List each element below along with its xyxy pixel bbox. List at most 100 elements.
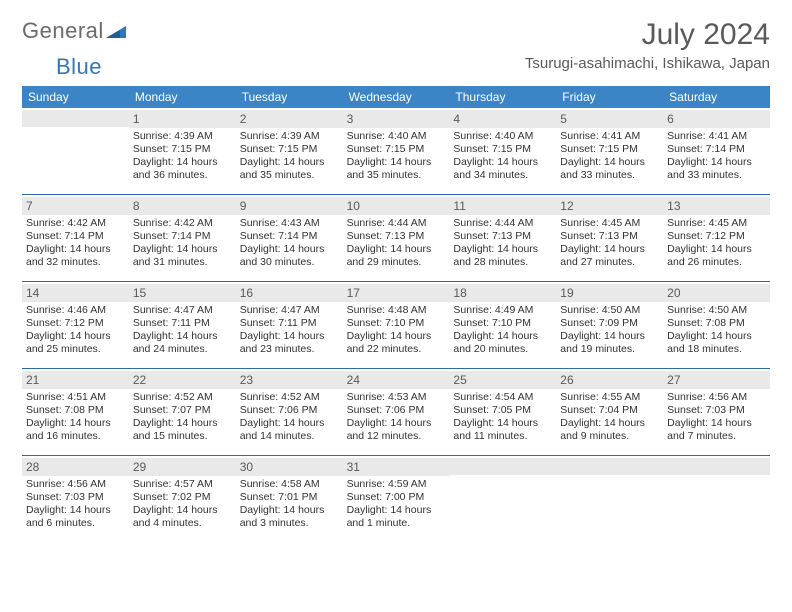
- day-cell: 26Sunrise: 4:55 AMSunset: 7:04 PMDayligh…: [556, 369, 663, 455]
- day-details: Sunrise: 4:44 AMSunset: 7:13 PMDaylight:…: [453, 217, 552, 270]
- day-sr: Sunrise: 4:44 AM: [347, 217, 446, 230]
- day-sr: Sunrise: 4:56 AM: [667, 391, 766, 404]
- day-sr: Sunrise: 4:52 AM: [133, 391, 232, 404]
- day-ss: Sunset: 7:09 PM: [560, 317, 659, 330]
- day-details: Sunrise: 4:52 AMSunset: 7:07 PMDaylight:…: [133, 391, 232, 444]
- day-details: Sunrise: 4:56 AMSunset: 7:03 PMDaylight:…: [667, 391, 766, 444]
- day-d2: and 1 minute.: [347, 517, 446, 530]
- logo: General: [22, 18, 127, 44]
- day-d2: and 12 minutes.: [347, 430, 446, 443]
- day-ss: Sunset: 7:02 PM: [133, 491, 232, 504]
- day-cell: 19Sunrise: 4:50 AMSunset: 7:09 PMDayligh…: [556, 282, 663, 368]
- day-ss: Sunset: 7:03 PM: [667, 404, 766, 417]
- day-cell: 22 Sunrise: 4:52 AMSunset: 7:07 PMDayligh…: [129, 369, 236, 455]
- day-cell: [22, 108, 129, 194]
- day-d2: and 33 minutes.: [667, 169, 766, 182]
- day-details: Sunrise: 4:45 AMSunset: 7:12 PMDaylight:…: [667, 217, 766, 270]
- day-d2: and 28 minutes.: [453, 256, 552, 269]
- day-d2: and 20 minutes.: [453, 343, 552, 356]
- day-ss: Sunset: 7:13 PM: [453, 230, 552, 243]
- day-d2: and 11 minutes.: [453, 430, 552, 443]
- day-d1: Daylight: 14 hours: [347, 330, 446, 343]
- day-cell: 10 Sunrise: 4:44 AMSunset: 7:13 PMDayligh…: [343, 195, 450, 281]
- day-cell: 23Sunrise: 4:52 AMSunset: 7:06 PMDayligh…: [236, 369, 343, 455]
- week-row: 21Sunrise: 4:51 AMSunset: 7:08 PMDayligh…: [22, 369, 770, 456]
- day-details: Sunrise: 4:47 AMSunset: 7:11 PMDaylight:…: [133, 304, 232, 357]
- weekday-friday: Friday: [556, 86, 663, 108]
- day-cell: 25Sunrise: 4:54 AMSunset: 7:05 PMDayligh…: [449, 369, 556, 455]
- day-d2: and 35 minutes.: [240, 169, 339, 182]
- day-d1: Daylight: 14 hours: [453, 417, 552, 430]
- day-number: 24: [343, 371, 450, 389]
- day-cell: 8Sunrise: 4:42 AMSunset: 7:14 PMDaylight…: [129, 195, 236, 281]
- day-d1: Daylight: 14 hours: [453, 330, 552, 343]
- day-d2: and 19 minutes.: [560, 343, 659, 356]
- day-sr: Sunrise: 4:42 AM: [26, 217, 125, 230]
- day-ss: Sunset: 7:15 PM: [240, 143, 339, 156]
- day-cell: 2Sunrise: 4:39 AMSunset: 7:15 PMDaylight…: [236, 108, 343, 194]
- day-sr: Sunrise: 4:39 AM: [133, 130, 232, 143]
- day-d2: and 34 minutes.: [453, 169, 552, 182]
- day-ss: Sunset: 7:12 PM: [26, 317, 125, 330]
- logo-text-general: General: [22, 18, 104, 44]
- day-number: 3: [343, 110, 450, 128]
- day-cell: 4Sunrise: 4:40 AMSunset: 7:15 PMDaylight…: [449, 108, 556, 194]
- day-sr: Sunrise: 4:46 AM: [26, 304, 125, 317]
- day-cell: 30Sunrise: 4:58 AMSunset: 7:01 PMDayligh…: [236, 456, 343, 542]
- day-ss: Sunset: 7:15 PM: [347, 143, 446, 156]
- day-sr: Sunrise: 4:48 AM: [347, 304, 446, 317]
- day-cell: 1Sunrise: 4:39 AMSunset: 7:15 PMDaylight…: [129, 108, 236, 194]
- day-cell: 3Sunrise: 4:40 AMSunset: 7:15 PMDaylight…: [343, 108, 450, 194]
- day-d2: and 32 minutes.: [26, 256, 125, 269]
- day-ss: Sunset: 7:12 PM: [667, 230, 766, 243]
- day-sr: Sunrise: 4:40 AM: [453, 130, 552, 143]
- day-details: Sunrise: 4:55 AMSunset: 7:04 PMDaylight:…: [560, 391, 659, 444]
- day-d2: and 9 minutes.: [560, 430, 659, 443]
- day-d2: and 4 minutes.: [133, 517, 232, 530]
- day-details: Sunrise: 4:42 AMSunset: 7:14 PMDaylight:…: [133, 217, 232, 270]
- day-details: Sunrise: 4:45 AMSunset: 7:13 PMDaylight:…: [560, 217, 659, 270]
- day-ss: Sunset: 7:06 PM: [240, 404, 339, 417]
- day-details: Sunrise: 4:51 AMSunset: 7:08 PMDaylight:…: [26, 391, 125, 444]
- day-number: 9: [236, 197, 343, 215]
- day-d2: and 7 minutes.: [667, 430, 766, 443]
- day-ss: Sunset: 7:13 PM: [347, 230, 446, 243]
- day-details: Sunrise: 4:44 AMSunset: 7:13 PMDaylight:…: [347, 217, 446, 270]
- day-details: Sunrise: 4:42 AMSunset: 7:14 PMDaylight:…: [26, 217, 125, 270]
- day-number: 13: [663, 197, 770, 215]
- weekday-saturday: Saturday: [663, 86, 770, 108]
- week-row: 7Sunrise: 4:42 AMSunset: 7:14 PMDaylight…: [22, 195, 770, 282]
- day-d1: Daylight: 14 hours: [667, 156, 766, 169]
- title-block: July 2024 Tsurugi-asahimachi, Ishikawa, …: [525, 18, 770, 72]
- day-details: Sunrise: 4:43 AMSunset: 7:14 PMDaylight:…: [240, 217, 339, 270]
- day-number: 27: [663, 371, 770, 389]
- day-number: 16: [236, 284, 343, 302]
- day-ss: Sunset: 7:04 PM: [560, 404, 659, 417]
- day-cell: 27 Sunrise: 4:56 AMSunset: 7:03 PMDayligh…: [663, 369, 770, 455]
- day-cell: 11Sunrise: 4:44 AMSunset: 7:13 PMDayligh…: [449, 195, 556, 281]
- day-number: 25: [449, 371, 556, 389]
- day-cell: 21Sunrise: 4:51 AMSunset: 7:08 PMDayligh…: [22, 369, 129, 455]
- day-details: Sunrise: 4:59 AMSunset: 7:00 PMDaylight:…: [347, 478, 446, 531]
- day-ss: Sunset: 7:11 PM: [133, 317, 232, 330]
- day-cell: [663, 456, 770, 542]
- day-number: 18: [449, 284, 556, 302]
- day-d2: and 23 minutes.: [240, 343, 339, 356]
- day-sr: Sunrise: 4:50 AM: [560, 304, 659, 317]
- day-sr: Sunrise: 4:41 AM: [667, 130, 766, 143]
- day-sr: Sunrise: 4:47 AM: [240, 304, 339, 317]
- day-cell: 17Sunrise: 4:48 AMSunset: 7:10 PMDayligh…: [343, 282, 450, 368]
- day-cell: 16 Sunrise: 4:47 AMSunset: 7:11 PMDayligh…: [236, 282, 343, 368]
- day-d1: Daylight: 14 hours: [240, 330, 339, 343]
- week-row: 14Sunrise: 4:46 AMSunset: 7:12 PMDayligh…: [22, 282, 770, 369]
- day-number: [556, 458, 663, 475]
- day-number: 6: [663, 110, 770, 128]
- day-number: 22: [129, 371, 236, 389]
- day-details: Sunrise: 4:50 AMSunset: 7:08 PMDaylight:…: [667, 304, 766, 357]
- day-ss: Sunset: 7:11 PM: [240, 317, 339, 330]
- day-number: 31: [343, 458, 450, 476]
- day-ss: Sunset: 7:05 PM: [453, 404, 552, 417]
- day-ss: Sunset: 7:00 PM: [347, 491, 446, 504]
- day-details: Sunrise: 4:39 AMSunset: 7:15 PMDaylight:…: [133, 130, 232, 183]
- day-number: 10: [343, 197, 450, 215]
